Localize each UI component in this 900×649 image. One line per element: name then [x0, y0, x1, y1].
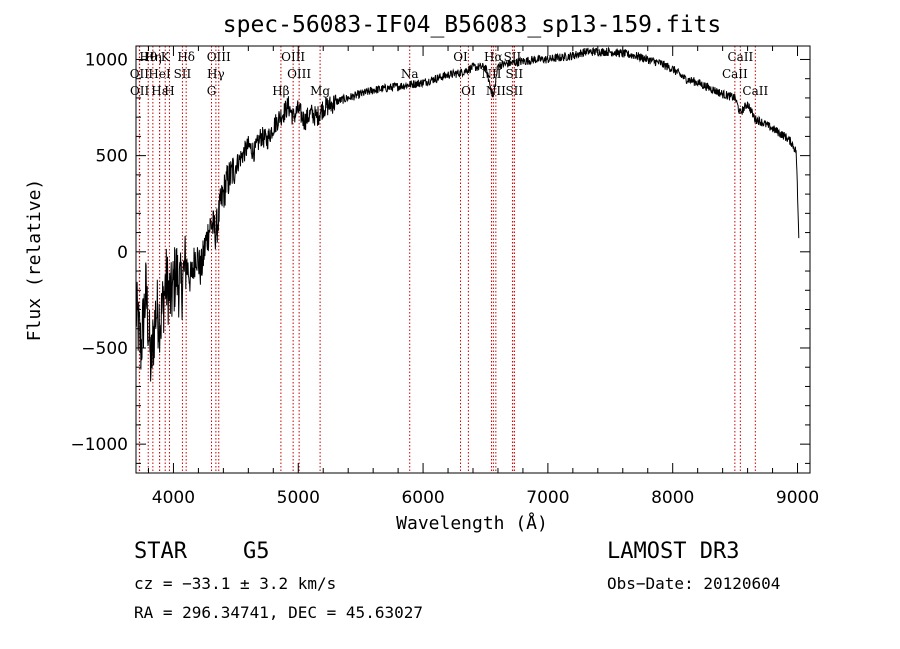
line-label: SII: [174, 67, 192, 81]
observation-date: Obs−Date: 20120604: [607, 574, 781, 593]
line-label: Hθ: [139, 50, 157, 64]
line-label: G: [207, 84, 217, 98]
y-axis-label: Flux (relative): [24, 179, 45, 342]
line-label: OI: [453, 50, 468, 64]
line-label: K: [161, 50, 171, 64]
line-label: OIII: [207, 50, 231, 64]
x-tick-label: 8000: [651, 488, 694, 508]
line-label: Na: [401, 67, 419, 81]
line-label: SII: [505, 67, 523, 81]
spectral-line-markers: [138, 46, 756, 473]
y-tick-label: 0: [117, 243, 128, 263]
x-tick-label: 9000: [776, 488, 819, 508]
line-label: OII: [130, 67, 150, 81]
line-label: Hδ: [177, 50, 195, 64]
x-tick-label: 6000: [401, 488, 444, 508]
x-tick-label: 7000: [526, 488, 569, 508]
line-label: CaII: [722, 67, 748, 81]
line-label: Hβ: [272, 84, 289, 98]
y-axis-ticks: −1000 −500 0 500 1000: [70, 50, 810, 464]
y-tick-label: 500: [96, 147, 128, 167]
object-type: STAR: [134, 539, 187, 564]
chart-title: spec-56083-IF04_B56083_sp13-159.fits: [223, 12, 722, 38]
x-tick-label: 5000: [277, 488, 320, 508]
line-label: OIII: [287, 67, 311, 81]
sky-coordinates: RA = 296.34741, DEC = 45.63027: [134, 603, 423, 622]
line-label: CaII: [727, 50, 753, 64]
line-label: SII: [505, 84, 523, 98]
line-label: OII: [130, 84, 150, 98]
line-label: OIII: [281, 50, 305, 64]
line-label: Hε: [151, 84, 168, 98]
line-label: HeI: [148, 67, 171, 81]
line-label: Hγ: [207, 67, 225, 81]
line-label: Hη: [144, 50, 162, 64]
x-axis-label: Wavelength (Å): [396, 512, 548, 534]
line-label: H: [164, 84, 174, 98]
line-label: Mg: [310, 84, 330, 98]
radial-velocity: cz = −33.1 ± 3.2 km/s: [134, 574, 337, 593]
x-tick-label: 4000: [152, 488, 195, 508]
line-label: Hα: [484, 50, 503, 64]
line-label: OI: [461, 84, 476, 98]
spectrum-line: [135, 46, 800, 382]
y-tick-label: 1000: [85, 50, 128, 70]
y-tick-label: −1000: [70, 435, 128, 455]
y-tick-label: −500: [81, 339, 128, 359]
spectral-subclass: G5: [243, 539, 270, 564]
line-label: CaII: [742, 84, 768, 98]
survey-name: LAMOST DR3: [607, 539, 740, 564]
x-axis-ticks: 4000 5000 6000 7000 8000 9000: [147, 46, 819, 508]
plot-frame: [135, 45, 811, 474]
